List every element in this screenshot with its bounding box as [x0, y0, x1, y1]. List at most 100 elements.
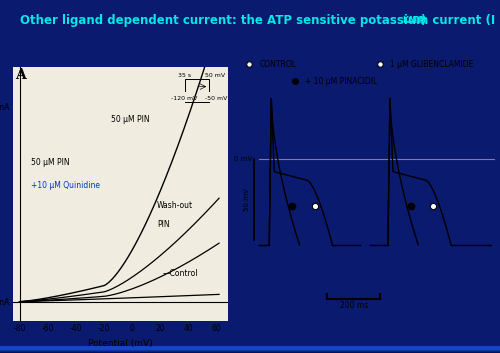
Bar: [0, 347, 500, 350]
Bar: [0, 348, 500, 351]
Bar: [0, 347, 500, 351]
Bar: [0, 348, 500, 352]
Bar: [0, 348, 500, 352]
Bar: [0, 347, 500, 351]
Bar: [0, 348, 500, 352]
Text: KATP: KATP: [402, 16, 425, 25]
Bar: [0, 346, 500, 350]
Text: +10 μM Quinidine: +10 μM Quinidine: [31, 181, 100, 190]
Bar: [0, 349, 500, 353]
Bar: [0, 347, 500, 351]
Bar: [0, 348, 500, 352]
Bar: [0, 349, 500, 353]
Bar: [0, 347, 500, 351]
Bar: [0, 346, 500, 350]
Bar: [0, 347, 500, 350]
Bar: [0, 348, 500, 351]
Text: ): ): [420, 14, 426, 27]
Bar: [0, 347, 500, 351]
Text: -120 mV: -120 mV: [172, 96, 198, 101]
Text: CONTROL: CONTROL: [259, 60, 296, 68]
Text: -50 mV: -50 mV: [205, 96, 228, 101]
Bar: [0, 348, 500, 352]
Bar: [0, 347, 500, 350]
Bar: [0, 347, 500, 351]
Bar: [0, 349, 500, 352]
Bar: [0, 349, 500, 352]
Text: PIN: PIN: [157, 220, 170, 229]
Text: 0 mV: 0 mV: [234, 156, 252, 162]
Text: 1 μM GLIBENCLAMIDE: 1 μM GLIBENCLAMIDE: [390, 60, 474, 68]
Bar: [0, 347, 500, 350]
Bar: [0, 348, 500, 352]
Text: —Control: —Control: [163, 269, 198, 278]
Bar: [0, 349, 500, 352]
Bar: [0, 346, 500, 350]
Bar: [0, 349, 500, 353]
Bar: [0, 347, 500, 351]
Bar: [0, 348, 500, 352]
Text: 35 s: 35 s: [178, 73, 192, 78]
Text: 50 mV: 50 mV: [244, 188, 250, 211]
Bar: [0, 348, 500, 352]
Bar: [0, 348, 500, 352]
Bar: [0, 346, 500, 349]
Bar: [0, 348, 500, 351]
Bar: [0, 349, 500, 353]
Bar: [0, 348, 500, 352]
Bar: [0, 348, 500, 352]
Bar: [0, 349, 500, 353]
Bar: [0, 349, 500, 352]
X-axis label: Potential (mV): Potential (mV): [88, 339, 152, 348]
Bar: [0, 349, 500, 353]
Bar: [0, 349, 500, 353]
Bar: [0, 347, 500, 350]
Bar: [0, 347, 500, 351]
Bar: [0, 347, 500, 351]
Bar: [0, 347, 500, 351]
Bar: [0, 349, 500, 353]
Bar: [0, 347, 500, 350]
Bar: [0, 349, 500, 352]
Bar: [0, 347, 500, 350]
Bar: [0, 348, 500, 352]
Text: Wash-out: Wash-out: [157, 201, 194, 210]
Bar: [0, 346, 500, 350]
Bar: [0, 349, 500, 353]
Bar: [0, 347, 500, 350]
Bar: [0, 348, 500, 351]
Bar: [0, 349, 500, 352]
Bar: [0, 349, 500, 352]
Bar: [0, 346, 500, 349]
Text: + 10 μM PINACIDIL: + 10 μM PINACIDIL: [304, 77, 377, 86]
Bar: [0, 346, 500, 350]
Bar: [0, 348, 500, 352]
Text: 200 ms: 200 ms: [340, 301, 368, 310]
Bar: [0, 349, 500, 352]
Bar: [0, 347, 500, 351]
Bar: [0, 349, 500, 353]
Bar: [0, 346, 500, 349]
Bar: [0, 346, 500, 350]
Bar: [0, 347, 500, 350]
Bar: [0, 347, 500, 351]
Bar: [0, 349, 500, 353]
Bar: [0, 349, 500, 352]
Bar: [0, 349, 500, 353]
Bar: [0, 349, 500, 353]
Bar: [0, 346, 500, 349]
Bar: [0, 347, 500, 350]
Bar: [0, 349, 500, 353]
Bar: [0, 348, 500, 352]
Bar: [0, 347, 500, 350]
Bar: [0, 348, 500, 352]
Bar: [0, 346, 500, 350]
Bar: [0, 347, 500, 351]
Bar: [0, 348, 500, 351]
Bar: [0, 346, 500, 349]
Bar: [0, 349, 500, 353]
Bar: [0, 348, 500, 352]
Bar: [0, 347, 500, 351]
Bar: [0, 348, 500, 352]
Bar: [0, 347, 500, 351]
